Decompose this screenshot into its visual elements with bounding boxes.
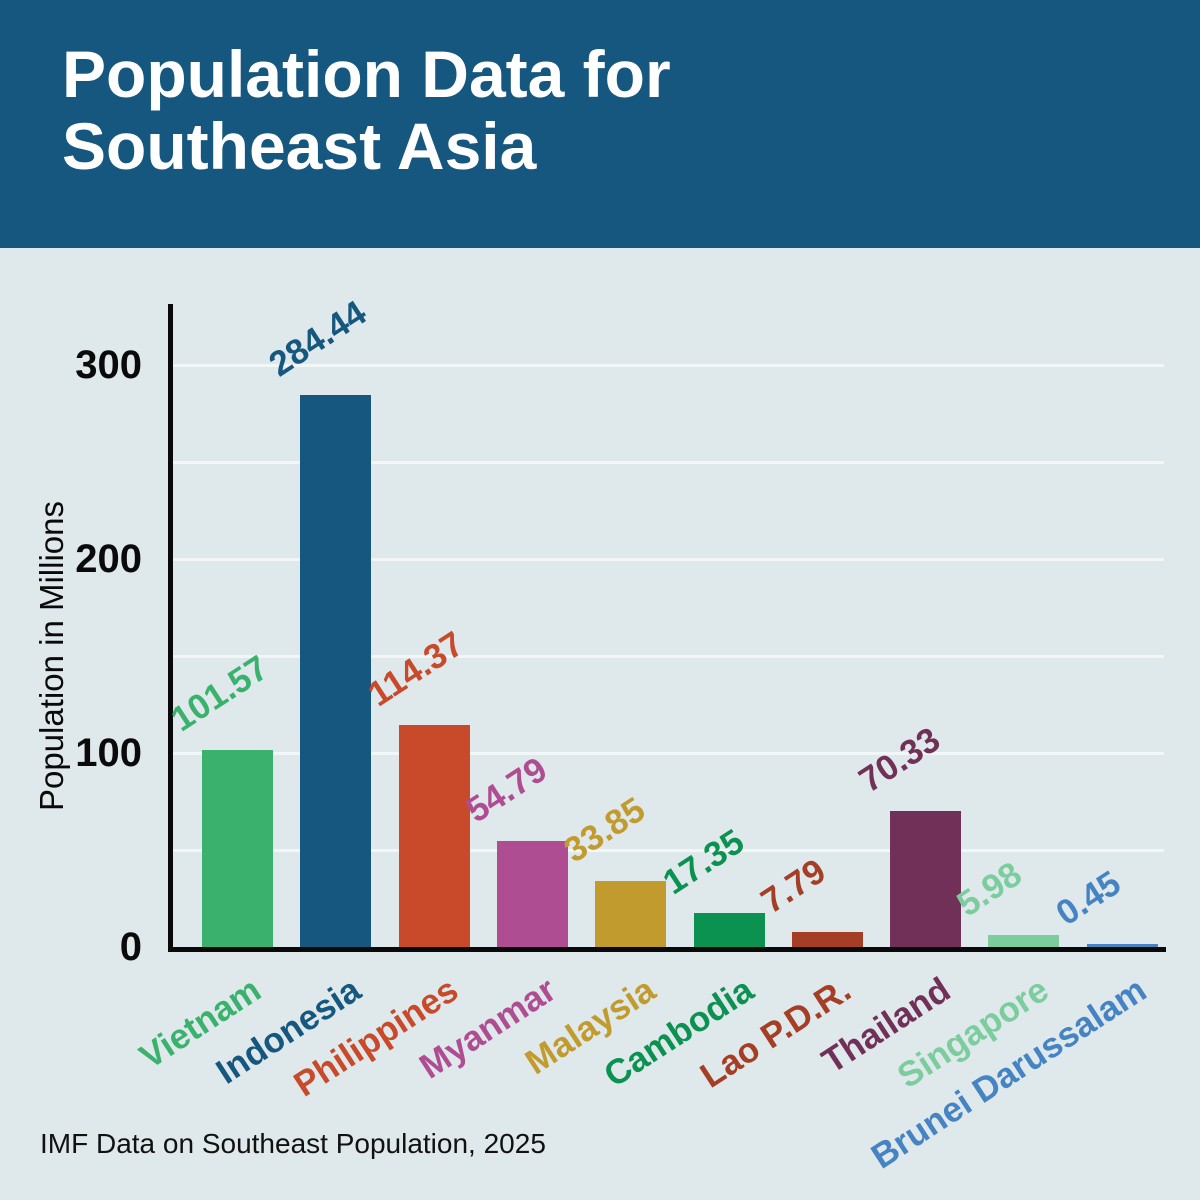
bar-value-label: 70.33	[852, 719, 947, 801]
gridline	[173, 461, 1164, 464]
bar-value-label: 114.37	[361, 624, 471, 715]
bar-cambodia	[694, 913, 765, 947]
bar-value-label: 0.45	[1049, 863, 1128, 934]
page-title: Population Data for Southeast Asia	[62, 38, 671, 182]
bar-thailand	[890, 811, 961, 947]
bar-value-label: 284.44	[262, 293, 374, 385]
bar-philippines	[399, 725, 470, 947]
gridline	[173, 364, 1164, 367]
gridline	[173, 655, 1164, 658]
gridline	[173, 752, 1164, 755]
bar-myanmar	[497, 841, 568, 947]
y-tick-label: 100	[75, 731, 142, 775]
bar-value-label: 5.98	[950, 854, 1029, 925]
bar-malaysia	[595, 881, 666, 947]
page-title-line1: Population Data for	[62, 37, 671, 111]
bar-vietnam	[202, 750, 273, 947]
bar-lao-p-d-r-	[792, 932, 863, 947]
source-note: IMF Data on Southeast Population, 2025	[40, 1128, 546, 1159]
bar-value-label: 7.79	[754, 851, 833, 922]
bar-value-label: 33.85	[557, 789, 652, 871]
bar-brunei-darussalam	[1087, 944, 1158, 947]
header-banner: Population Data for Southeast Asia	[0, 0, 1200, 248]
bar-value-label: 54.79	[459, 749, 554, 831]
gridline	[173, 558, 1164, 561]
bar-singapore	[988, 935, 1059, 947]
y-tick-label: 0	[119, 925, 142, 969]
gridline	[173, 849, 1164, 852]
y-axis-line	[168, 304, 173, 952]
y-tick-label: 200	[75, 537, 142, 581]
bar-value-label: 101.57	[164, 648, 276, 740]
bar-indonesia	[300, 395, 371, 947]
bar-value-label: 17.35	[656, 821, 751, 903]
x-axis-line	[168, 947, 1166, 952]
y-tick-label: 300	[75, 343, 142, 387]
page-title-line2: Southeast Asia	[62, 109, 537, 183]
